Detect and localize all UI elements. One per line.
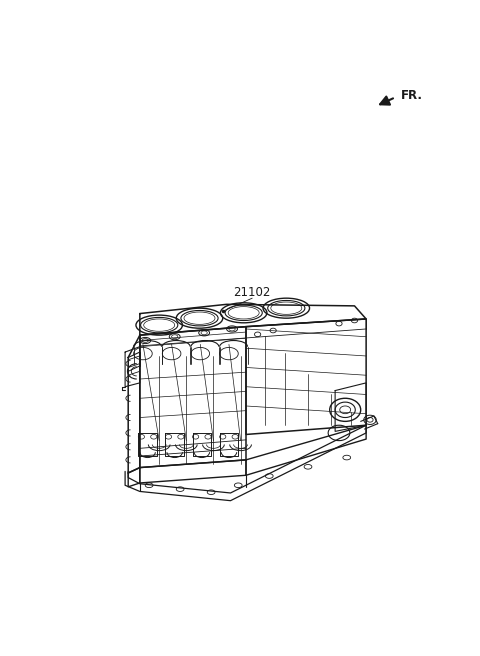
Text: FR.: FR. (401, 89, 423, 102)
Text: 21102: 21102 (233, 286, 271, 299)
